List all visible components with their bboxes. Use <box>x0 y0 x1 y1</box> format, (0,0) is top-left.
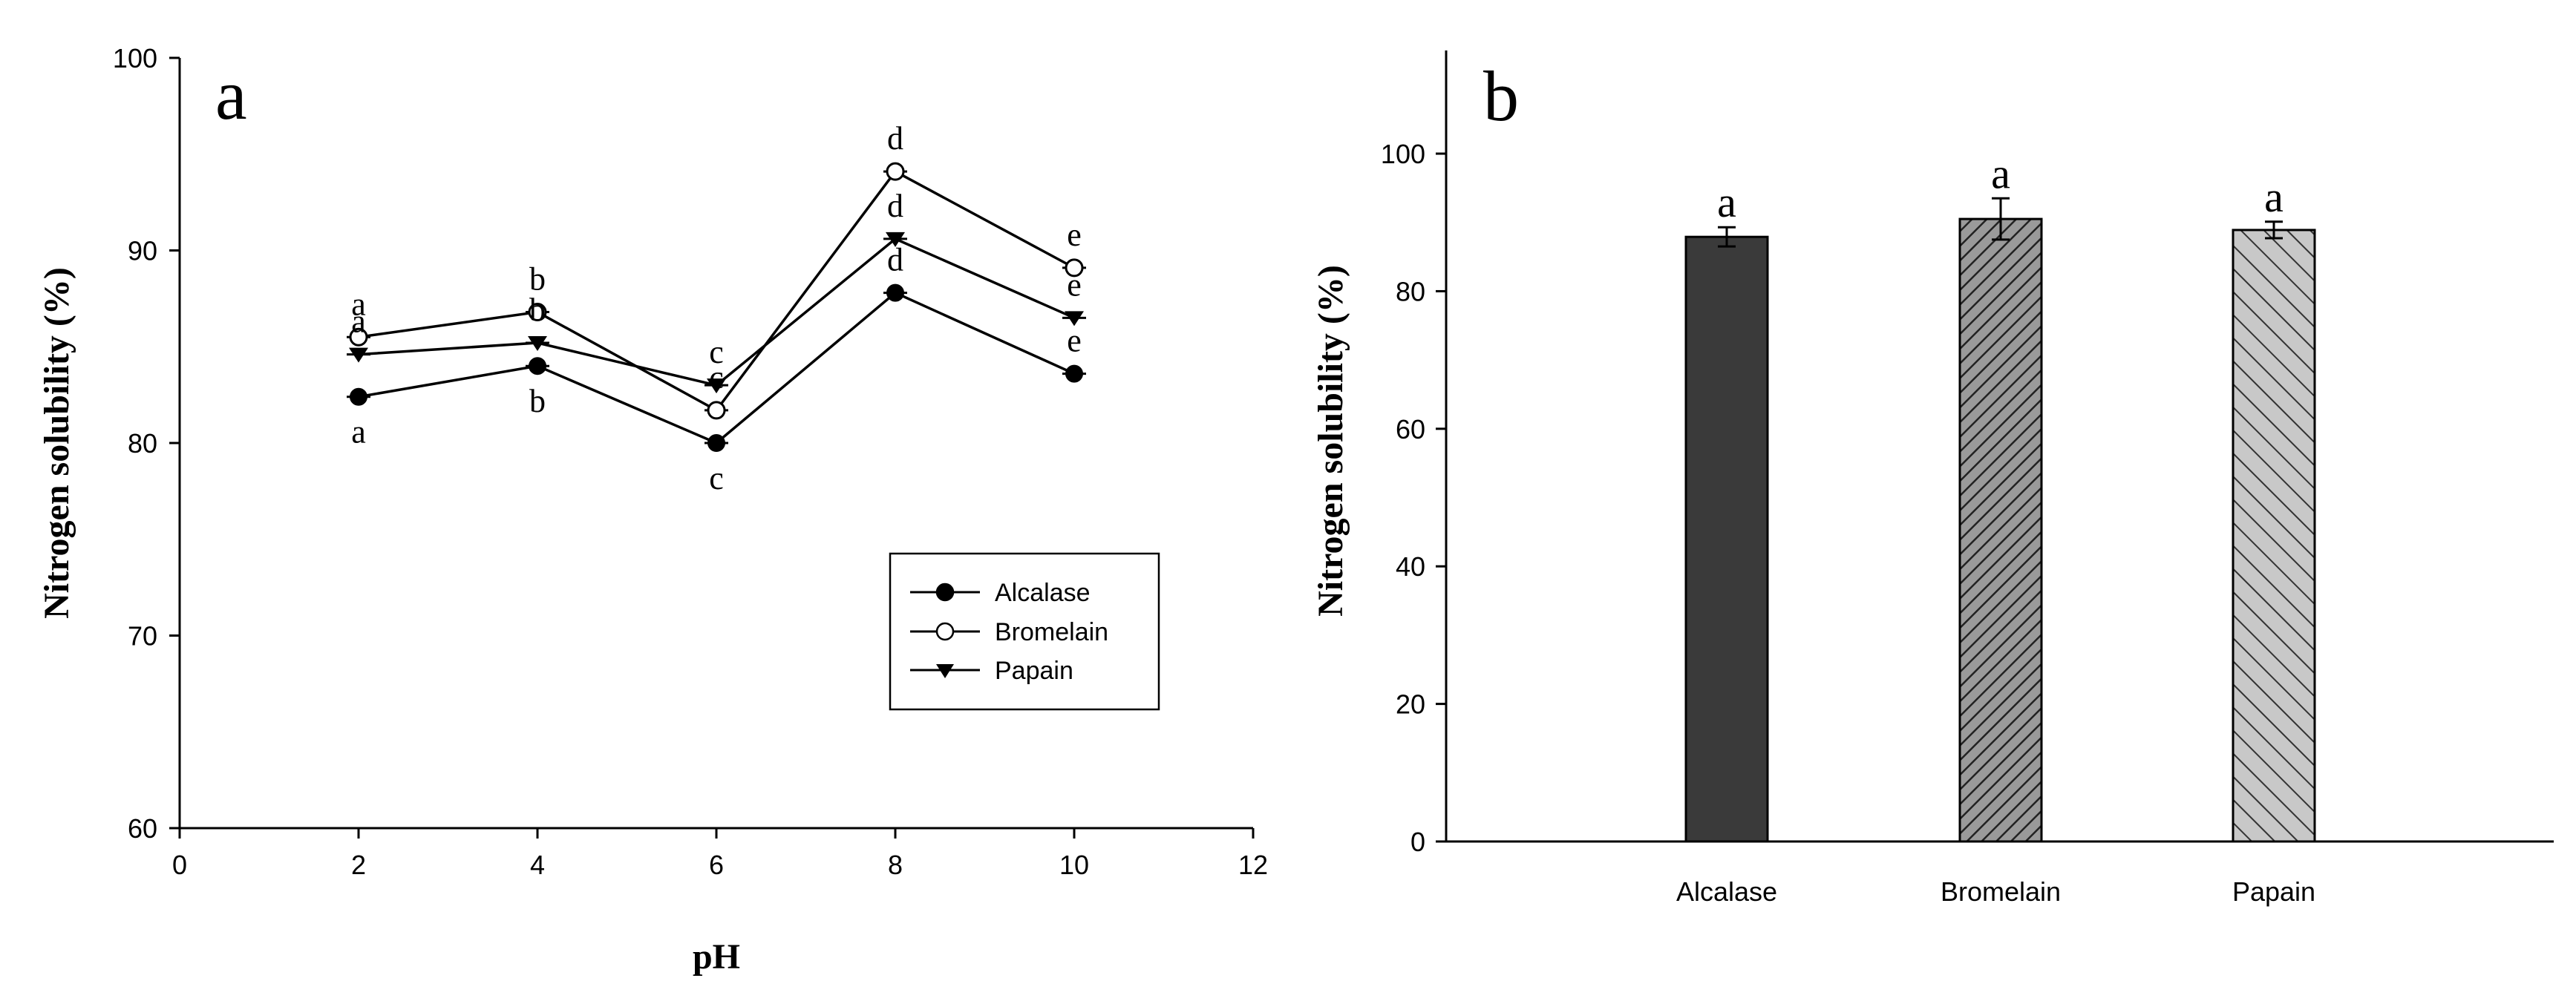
b-y-tick-label: 0 <box>1410 827 1425 857</box>
b-y-tick-label: 60 <box>1396 414 1425 444</box>
significance-letter-papain: a <box>351 304 366 340</box>
a-y-tick-label: 90 <box>128 236 157 266</box>
a-y-tick-label: 100 <box>113 43 157 73</box>
a-y-tick-label: 80 <box>128 428 157 459</box>
a-series <box>347 162 1086 452</box>
chart-b: b 0 20 40 60 80 100 a a a Alcalase Bromelain Papa… <box>1311 50 2554 907</box>
b-x-tick-labels: Alcalase Bromelain Papain <box>1676 876 2315 907</box>
a-x-axis-label: pH <box>693 937 740 977</box>
significance-letter-alcalase: a <box>351 414 366 450</box>
significance-letter-alcalase: e <box>1067 323 1082 359</box>
legend-item-alcalase: Alcalase <box>910 579 1091 607</box>
significance-letter-papain: c <box>709 334 724 370</box>
legend-marker-alcalase <box>935 583 955 602</box>
point-papain <box>1065 311 1084 327</box>
point-bromelain <box>1065 258 1084 278</box>
legend-item-bromelain: Bromelain <box>910 618 1108 646</box>
a-y-tick-label: 70 <box>128 621 157 652</box>
significance-letter-papain: b <box>529 292 546 328</box>
bar-alcalase <box>1684 235 1769 843</box>
a-x-tick-label: 6 <box>709 850 724 880</box>
legend-marker-papain <box>936 664 954 678</box>
significance-letter-alcalase: a <box>1717 178 1736 226</box>
point-papain <box>528 336 547 352</box>
a-x-tick-label: 2 <box>351 850 366 880</box>
legend-label-bromelain: Bromelain <box>995 618 1108 646</box>
b-x-tick-label: Bromelain <box>1941 876 2061 907</box>
point-alcalase <box>1065 364 1083 383</box>
a-x-tick-label: 0 <box>172 850 187 880</box>
point-alcalase <box>886 283 904 302</box>
b-y-tick-label: 20 <box>1396 689 1425 720</box>
legend-label-papain: Papain <box>995 657 1073 685</box>
point-papain <box>349 347 368 363</box>
significance-letter-papain: e <box>1067 266 1082 303</box>
legend-item-papain: Papain <box>910 657 1073 685</box>
a-y-axis-label: Nitrogen solubility (%) <box>37 267 76 619</box>
point-bromelain <box>886 162 905 181</box>
point-bromelain <box>349 327 368 347</box>
a-x-ticks: 0 2 4 6 8 10 12 <box>172 828 1268 880</box>
significance-letter-bromelain: a <box>351 286 366 322</box>
b-x-tick-label: Alcalase <box>1676 876 1777 907</box>
point-alcalase <box>707 434 725 452</box>
a-x-tick-label: 10 <box>1059 850 1089 880</box>
significance-letter-bromelain: b <box>529 261 546 298</box>
point-alcalase <box>529 357 546 375</box>
bar-papain <box>2232 229 2316 843</box>
significance-letter-bromelain: c <box>709 359 724 396</box>
significance-letter-bromelain: e <box>1067 217 1082 253</box>
significance-letter-bromelain: d <box>887 120 903 157</box>
a-x-tick-label: 12 <box>1238 850 1268 880</box>
significance-letter-alcalase: b <box>529 383 546 419</box>
b-bars: aa a <box>1684 149 2316 843</box>
point-papain <box>707 378 726 394</box>
point-papain <box>886 232 905 247</box>
b-y-axis-label: Nitrogen solubility (%) <box>1311 265 1350 617</box>
bar-bromelain <box>1958 217 2043 843</box>
point-alcalase <box>350 387 367 406</box>
significance-letter-bromelain: a <box>1991 149 2010 197</box>
b-y-tick-label: 100 <box>1381 139 1425 169</box>
legend: Alcalase Bromelain Papain <box>889 552 1160 711</box>
a-y-ticks: 60 70 80 90 100 <box>113 43 180 844</box>
legend-marker-bromelain <box>935 622 955 641</box>
a-annotations: a b c d e a b c d e a b c d e <box>351 120 1082 496</box>
point-bromelain <box>528 303 547 322</box>
significance-letter-papain: d <box>887 188 903 224</box>
b-y-ticks: 0 20 40 60 80 100 <box>1381 139 1446 857</box>
significance-letter-papain: a <box>2264 173 2284 221</box>
b-x-tick-label: Papain <box>2232 876 2315 907</box>
a-y-tick-label: 60 <box>128 813 157 844</box>
chart-a: a 0 2 4 6 8 10 12 60 70 80 90 100 pH Nitrogen solu… <box>37 43 1268 977</box>
significance-letter-alcalase: c <box>709 460 724 496</box>
point-bromelain <box>707 401 726 420</box>
a-x-tick-label: 8 <box>888 850 903 880</box>
panel-label-a: a <box>215 55 247 134</box>
b-y-tick-label: 40 <box>1396 551 1425 582</box>
a-x-tick-label: 4 <box>530 850 545 880</box>
legend-label-alcalase: Alcalase <box>995 579 1091 607</box>
panel-label-b: b <box>1483 56 1519 136</box>
b-y-tick-label: 80 <box>1396 276 1425 306</box>
significance-letter-alcalase: d <box>887 242 903 278</box>
